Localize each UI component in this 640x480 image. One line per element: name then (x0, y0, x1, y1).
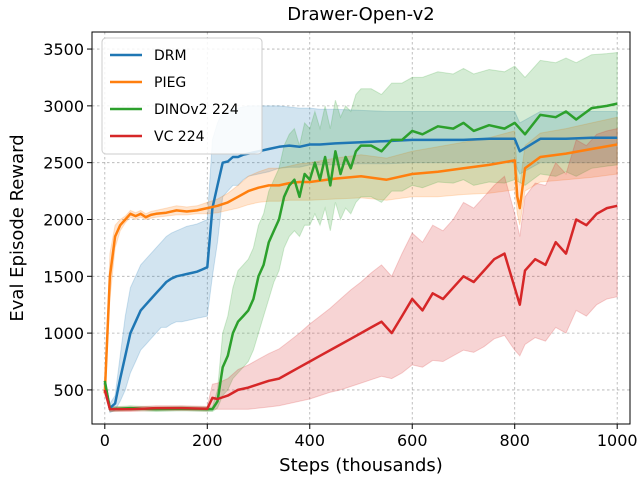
band-series-1 (104, 105, 618, 414)
plot-frame (91, 31, 631, 425)
y-tick-label: 1000 (43, 324, 84, 343)
y-tick-label: 2000 (43, 210, 84, 229)
x-axis-title: Steps (thousands) (279, 455, 443, 476)
legend-label-3: DINOv2 224 (154, 102, 239, 118)
y-axis-title: Eval Episode Reward (7, 134, 28, 321)
x-tick-label: 1000 (597, 431, 638, 450)
legend-label-1: DRM (154, 48, 187, 64)
y-tick-label: 3000 (43, 97, 84, 116)
y-tick-label: 1500 (43, 267, 84, 286)
band-series-3 (104, 51, 618, 413)
line-series-3 (103, 102, 618, 411)
legend-box (101, 37, 263, 155)
y-tick-label: 2500 (43, 154, 84, 173)
band-series-4 (104, 127, 618, 412)
band-series-2 (104, 116, 618, 397)
x-tick-label: 800 (499, 431, 530, 450)
legend-label-4: VC 224 (154, 129, 205, 145)
y-tick-label: 3500 (43, 40, 84, 59)
line-series-2 (103, 143, 618, 394)
line-series-1 (103, 136, 618, 410)
line-series-4 (103, 204, 618, 411)
confidence-bands (104, 51, 618, 414)
y-tick-label: 500 (53, 381, 84, 400)
axis-ticks: 0 200 400 600 800 1000 500 1000 1500 2000 2500 3000… (43, 40, 637, 450)
x-tick-label: 200 (192, 431, 223, 450)
legend: DRM PIEG DINOv2 224 VC 224 (101, 37, 263, 155)
series-lines (103, 102, 618, 411)
legend-label-2: PIEG (154, 75, 186, 91)
x-tick-label: 0 (100, 431, 110, 450)
x-tick-label: 400 (294, 431, 325, 450)
chart-title: Drawer-Open-v2 (287, 4, 435, 25)
x-tick-label: 600 (397, 431, 428, 450)
